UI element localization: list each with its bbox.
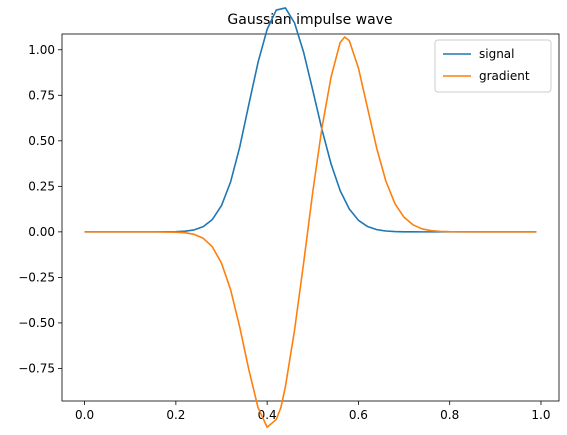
plot-area: 0.0 0.2 0.4 0.6 0.8 1.0 1.00 0.75 0.50 0.25 0.00 −0…	[18, 7, 560, 429]
x-tick-label: 0.8	[440, 408, 459, 422]
y-tick-label: 1.00	[28, 43, 55, 57]
chart-title: Gaussian impulse wave	[227, 12, 392, 28]
x-tick-label: 0.0	[75, 408, 94, 422]
y-tick-label: −0.50	[18, 316, 55, 330]
axes-frame	[61, 33, 560, 402]
series-line-signal	[84, 7, 537, 233]
y-tick-label: 0.00	[28, 225, 55, 239]
y-tick-label: 0.25	[28, 179, 55, 193]
legend-label-gradient: gradient	[479, 69, 530, 83]
x-tick-label: 1.0	[531, 408, 550, 422]
x-tick-label: 0.6	[349, 408, 368, 422]
y-tick-label: −0.75	[18, 361, 55, 375]
series-line-gradient	[84, 36, 537, 429]
x-tick-label: 0.2	[166, 408, 185, 422]
x-tick-label: 0.4	[258, 408, 277, 422]
legend	[434, 39, 552, 93]
legend-label-signal: signal	[479, 47, 515, 61]
y-tick-label: 0.50	[28, 134, 55, 148]
y-tick-label: −0.25	[18, 270, 55, 284]
y-tick-label: 0.75	[28, 88, 55, 102]
